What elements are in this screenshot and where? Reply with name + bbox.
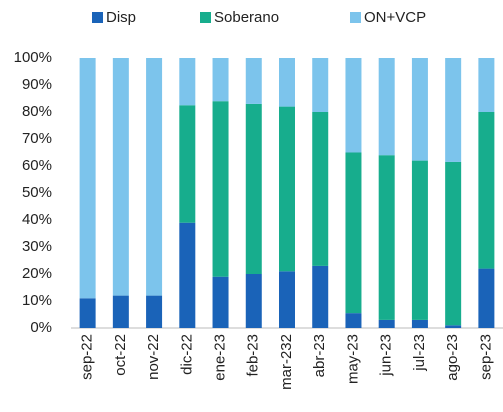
- bar-segment: [411, 58, 428, 161]
- bar-segment: [312, 112, 329, 266]
- bar-segment: [179, 105, 196, 223]
- bar-segment: [478, 112, 495, 269]
- bar-segment: [245, 58, 262, 104]
- x-tick-label: abr-23: [311, 334, 328, 377]
- bar-segment: [378, 319, 395, 328]
- bar-segment: [212, 101, 229, 277]
- y-tick-label: 80%: [22, 103, 52, 120]
- bar-segment: [112, 295, 129, 328]
- bar-segment: [312, 58, 329, 112]
- x-tick-label: jun-23: [378, 334, 395, 377]
- y-tick-label: 100%: [14, 49, 52, 66]
- bar-segment: [112, 58, 129, 296]
- bar-segment: [79, 298, 96, 328]
- legend-label: Soberano: [214, 9, 279, 26]
- bar-segment: [345, 313, 362, 328]
- bar-segment: [179, 58, 196, 106]
- bar-segment: [445, 325, 462, 328]
- bar-segment: [146, 58, 163, 296]
- y-tick-label: 60%: [22, 157, 52, 174]
- legend-label: Disp: [106, 9, 136, 26]
- bar-segment: [179, 222, 196, 328]
- x-tick-label: jul-23: [411, 334, 428, 372]
- legend-swatch: [92, 12, 103, 23]
- bar-segment: [411, 160, 428, 320]
- x-tick-label: oct-22: [112, 334, 129, 376]
- x-tick-label: sep-22: [79, 334, 96, 380]
- bar-segment: [79, 58, 96, 299]
- y-tick-label: 50%: [22, 184, 52, 201]
- bar-segment: [478, 268, 495, 328]
- y-tick-label: 70%: [22, 130, 52, 147]
- bar-segment: [378, 155, 395, 320]
- bar-segment: [212, 58, 229, 102]
- y-tick-label: 40%: [22, 211, 52, 228]
- bar-segment: [245, 103, 262, 275]
- legend-label: ON+VCP: [364, 9, 426, 26]
- bar-segment: [279, 106, 295, 272]
- x-tick-label: dic-22: [178, 334, 195, 375]
- bar-segment: [279, 58, 295, 107]
- bar-segment: [345, 152, 362, 314]
- x-tick-label: feb-23: [245, 334, 262, 377]
- y-tick-label: 30%: [22, 238, 52, 255]
- y-tick-label: 0%: [30, 319, 52, 336]
- x-tick-label: mar-232: [278, 334, 295, 390]
- bar-segment: [279, 271, 295, 328]
- x-tick-label: ene-23: [212, 334, 229, 381]
- bar-segment: [478, 58, 495, 112]
- x-tick-label: sep-23: [477, 334, 494, 380]
- bar-segment: [245, 274, 262, 328]
- bar-segment: [345, 58, 362, 153]
- y-tick-label: 90%: [22, 76, 52, 93]
- bar-segment: [146, 295, 163, 328]
- bar-segment: [445, 161, 462, 326]
- bar-segment: [312, 265, 329, 328]
- x-tick-label: may-23: [344, 334, 361, 384]
- bar-segment: [445, 58, 462, 162]
- x-tick-label: nov-22: [145, 334, 162, 380]
- y-tick-label: 20%: [22, 265, 52, 282]
- bar-segment: [212, 276, 229, 328]
- x-tick-label: ago-23: [444, 334, 461, 381]
- bar-segment: [378, 58, 395, 156]
- legend-swatch: [200, 12, 211, 23]
- legend-swatch: [350, 12, 361, 23]
- bar-segment: [411, 319, 428, 328]
- y-tick-label: 10%: [22, 292, 52, 309]
